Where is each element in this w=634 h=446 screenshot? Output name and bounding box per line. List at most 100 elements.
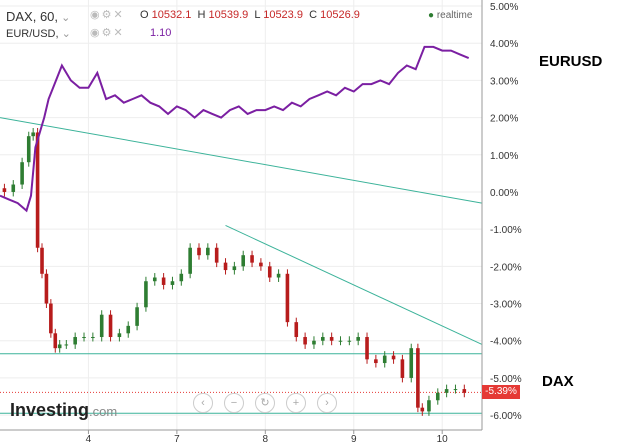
dax-candle [197,247,201,256]
dax-candle [99,314,104,338]
dax-candle [391,355,396,360]
dax-candle [276,273,281,278]
realtime-label: realtime [436,10,473,21]
overlay-tools[interactable]: ◉⚙✕ [90,26,125,39]
eurusd-line [0,45,470,213]
trendline [0,117,483,204]
dax-candle [206,247,210,256]
price-chart[interactable]: 5.00% 4.00% 3.00% 2.00% 1.00% 0.00% -1.00% -2.0… [0,0,530,446]
reset-icon[interactable]: ↻ [255,393,275,413]
dax-candle [420,407,425,412]
dax-candle [49,303,53,334]
brand-suffix: .com [89,404,118,419]
close-icon[interactable]: ✕ [113,27,125,39]
dax-candle [365,337,369,360]
y-tick-label: 1.00% [490,151,518,162]
dax-annotation: DAX [542,373,574,390]
eye-icon[interactable]: ◉ [90,9,102,21]
y-tick-label: -1.00% [490,225,522,236]
dax-candle [161,277,166,285]
x-tick-label: 8 [263,434,269,445]
close-key: C [309,9,318,21]
low-value: 10523.9 [263,9,303,21]
dax-candle [26,136,31,163]
last-price-tag: -5.39% [482,385,520,400]
low-key: L [254,9,261,21]
eye-icon[interactable]: ◉ [90,27,102,39]
dax-candle [294,322,299,338]
chevron-down-icon[interactable]: ⌄ [61,28,71,40]
dax-candle [453,389,458,391]
dax-candle [312,340,316,345]
zoom-out-icon[interactable]: − [224,393,244,413]
trendline [225,224,483,345]
dax-candle [57,344,62,349]
dax-candle [338,340,343,342]
brand-name: Investing [10,400,90,420]
dax-candle [152,277,157,282]
open-key: O [140,9,149,21]
dax-candle [35,132,40,248]
settings-icon[interactable]: ⚙ [101,9,114,21]
dax-candle [91,337,95,339]
dax-candle [40,247,44,274]
dax-candle [329,337,334,341]
dax-candle [144,281,148,308]
dax-candle [82,337,86,339]
y-tick-label: -3.00% [490,300,522,311]
x-tick-label: 9 [351,434,357,445]
y-tick-label: 3.00% [490,76,518,87]
forward-icon[interactable]: › [317,393,337,413]
y-axis: 5.00% 4.00% 3.00% 2.00% 1.00% 0.00% -1.00% -2.0… [490,2,522,422]
dax-candle [382,355,387,364]
x-tick-label: 10 [437,434,449,445]
open-value: 10532.1 [151,9,192,21]
y-tick-label: -4.00% [490,337,522,348]
y-tick-label: 2.00% [490,114,518,125]
dax-candle [285,273,290,323]
legend-tools[interactable]: ◉⚙✕ [90,8,125,21]
realtime-indicator: ● realtime [428,10,472,21]
dax-candle [250,255,254,263]
zoom-in-icon[interactable]: + [286,393,306,413]
dax-candle [416,348,420,408]
high-value: 10539.9 [208,9,249,21]
close-value: 10526.9 [320,9,360,21]
dax-candle [2,188,7,192]
dax-candle [223,262,228,271]
symbol-label[interactable]: DAX, 60, ⌄ [6,9,70,24]
y-tick-label: 4.00% [490,39,518,50]
y-tick-label: -2.00% [490,262,522,273]
overlay-label[interactable]: EUR/USD, ⌄ [6,27,71,40]
dax-candle [356,337,360,341]
dax-candle [241,255,246,267]
y-tick-label: -6.00% [490,411,522,422]
dax-candle [321,337,325,341]
eurusd-annotation: EURUSD [539,53,603,70]
dax-candle [44,273,49,304]
eurusd-series-line [0,45,470,213]
dax-candle [108,314,113,338]
dax-candle [126,325,131,334]
investing-logo: Investing.com [10,400,117,421]
close-icon[interactable]: ✕ [113,9,125,21]
dax-candle [20,162,24,185]
dax-candle [400,359,405,378]
overlay-value: 1.10 [150,27,172,39]
dax-candle [444,389,449,393]
rewind-icon[interactable]: ‹ [193,393,213,413]
dax-candle [347,340,352,342]
dax-candle [214,247,219,263]
dax-candle [179,273,184,282]
chevron-down-icon[interactable]: ⌄ [61,12,71,24]
settings-icon[interactable]: ⚙ [101,27,114,39]
dax-candle [64,344,69,346]
dax-candle [259,262,263,267]
dax-candle [73,337,77,345]
dax-candle [303,337,307,345]
dax-candle [267,266,272,278]
dax-candle [188,247,192,274]
dax-candles [2,127,467,416]
x-tick-label: 7 [174,434,180,445]
dax-candle [232,266,237,271]
